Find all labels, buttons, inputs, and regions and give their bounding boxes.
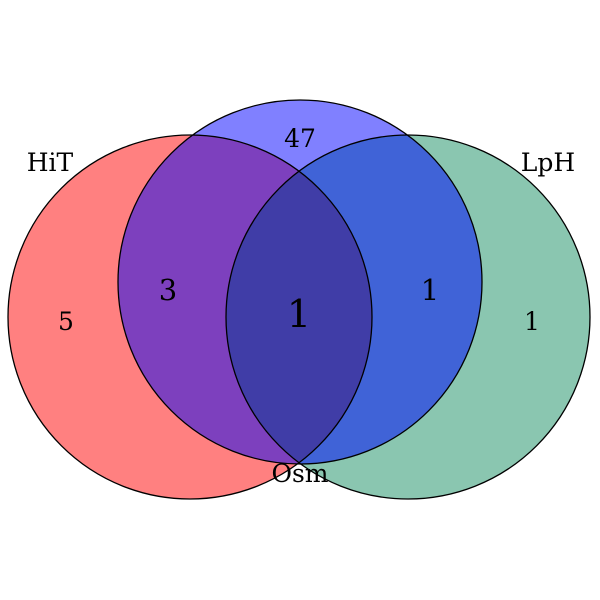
set-label-hit: HiT (27, 148, 74, 177)
count-osm-only: 47 (284, 124, 316, 153)
set-label-osm: Osm (271, 459, 328, 488)
count-hit-osm: 3 (159, 273, 177, 307)
set-hit-outline (7, 134, 373, 500)
count-hit-only: 5 (58, 307, 74, 336)
set-lph-outline (225, 134, 591, 500)
count-all-three: 1 (287, 292, 311, 336)
set-label-lph: LpH (521, 148, 575, 177)
count-lph-only: 1 (524, 307, 540, 336)
count-osm-lph: 1 (421, 273, 439, 307)
region-all-three-fill (226, 135, 372, 464)
